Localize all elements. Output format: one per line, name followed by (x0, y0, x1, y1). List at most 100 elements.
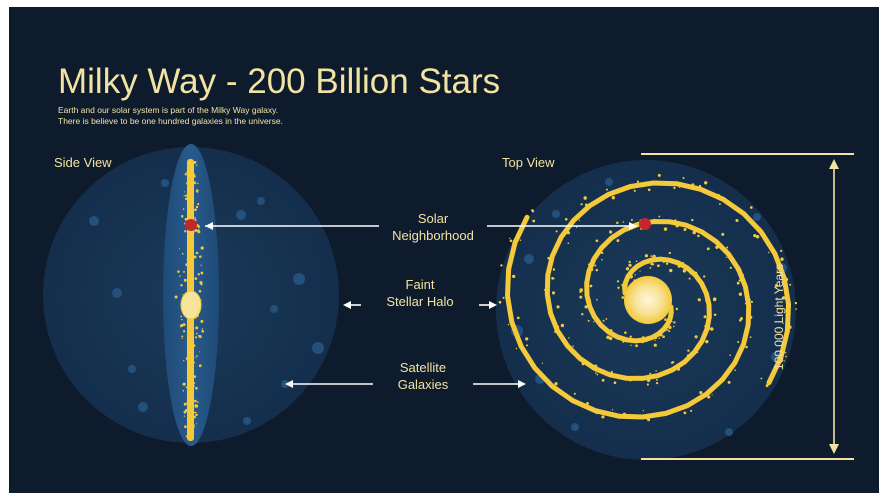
satellite-galaxy (112, 288, 122, 298)
disk-star (195, 400, 197, 402)
arm-star (567, 242, 570, 245)
top-view-sun-dot-icon (639, 218, 651, 230)
arm-star (555, 230, 558, 233)
satellite-galaxy (753, 213, 761, 221)
arm-star (652, 218, 656, 222)
arm-star (725, 250, 728, 253)
satellite-galaxies-label-line-2: Galaxies (397, 377, 449, 392)
arm-star (536, 368, 539, 371)
arm-star (624, 331, 627, 334)
arm-star (616, 336, 619, 339)
satellite-galaxy (524, 254, 534, 264)
page-title: Milky Way - 200 Billion Stars (58, 62, 501, 101)
arm-star (500, 264, 503, 267)
disk-star (195, 386, 198, 390)
arm-star (635, 260, 638, 263)
arm-star (673, 325, 675, 328)
arm-star (560, 323, 565, 328)
arm-star (557, 325, 560, 328)
arm-star (601, 415, 605, 419)
disk-star (196, 191, 199, 194)
arm-star (785, 355, 787, 358)
stellar-halo-left-arrow-icon (343, 301, 361, 309)
arm-star (568, 337, 570, 339)
arm-star (682, 177, 685, 179)
satellite-galaxy (571, 423, 579, 431)
arm-star (650, 220, 654, 225)
disk-star (182, 330, 186, 333)
arm-star (740, 317, 743, 320)
disk-star (183, 270, 185, 273)
arm-star (629, 377, 633, 382)
arm-star (703, 315, 707, 319)
arm-star (703, 275, 706, 278)
arm-star (640, 263, 642, 266)
disk-star (193, 181, 197, 185)
disk-star (195, 326, 199, 330)
solar-neighborhood-right-arrow-icon (487, 222, 637, 230)
disk-star (194, 356, 196, 358)
disk-star (185, 194, 188, 197)
satellite-galaxy (236, 210, 246, 220)
arm-star (738, 279, 741, 282)
arm-star (673, 321, 676, 324)
arm-star (677, 367, 681, 371)
arm-star (691, 183, 695, 186)
disk-star (200, 271, 204, 275)
arm-star (662, 260, 665, 264)
arm-star (635, 344, 638, 348)
disk-star (195, 164, 198, 166)
arm-star (554, 330, 557, 334)
arm-star (749, 206, 753, 209)
subtitle-line-2: There is believe to be one hundred galax… (58, 116, 283, 126)
arm-star (554, 382, 558, 386)
arm-star (630, 218, 633, 222)
arm-star (634, 274, 636, 276)
disk-star (181, 338, 183, 340)
disk-star (184, 173, 187, 176)
infographic-artwork (43, 144, 854, 460)
side-view-satellite-galaxies (89, 179, 324, 425)
disk-star (199, 255, 202, 258)
arm-star (692, 230, 696, 235)
disk-star (199, 351, 201, 353)
arm-star (602, 243, 606, 246)
arm-star (749, 336, 752, 338)
disk-star (178, 248, 181, 250)
arm-star (552, 318, 554, 320)
arm-star (658, 337, 661, 340)
arm-star (689, 352, 692, 355)
arm-star (564, 217, 568, 221)
arm-star (735, 218, 739, 223)
satellite-galaxy (725, 428, 733, 436)
arm-star (725, 256, 728, 259)
top-view-galaxy (496, 160, 798, 460)
disk-star (182, 390, 185, 392)
arm-star (665, 330, 667, 332)
arm-star (689, 273, 692, 275)
arm-star (572, 345, 574, 348)
arm-star (613, 334, 617, 338)
arm-star (601, 378, 605, 382)
arm-star (782, 322, 784, 324)
arm-star (641, 336, 645, 340)
arm-star (556, 305, 560, 309)
arm-star (532, 219, 536, 223)
arm-star (655, 370, 657, 372)
disk-star (197, 273, 201, 276)
disk-star (197, 182, 199, 185)
arm-star (698, 184, 702, 188)
arm-star (654, 336, 658, 340)
arm-star (646, 378, 651, 383)
arm-star (784, 351, 787, 354)
disk-star (194, 277, 198, 280)
satellite-galaxy (552, 210, 560, 218)
arm-star (760, 377, 763, 380)
arm-star (705, 340, 709, 344)
arm-star (794, 301, 798, 305)
arm-star (636, 180, 640, 183)
arm-star (795, 308, 798, 310)
arm-star (498, 300, 502, 304)
arm-star (642, 409, 645, 412)
arm-star (587, 286, 590, 288)
